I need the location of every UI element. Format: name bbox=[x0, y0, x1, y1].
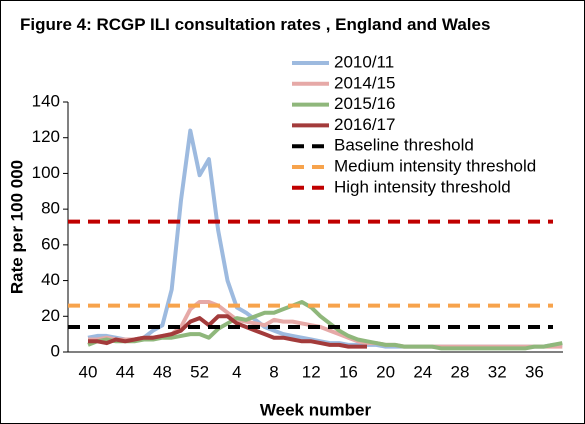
y-tick-label: 120 bbox=[32, 127, 60, 146]
legend-label: 2015/16 bbox=[334, 94, 395, 113]
y-tick-label: 140 bbox=[32, 91, 60, 110]
x-tick-label: 36 bbox=[525, 362, 544, 381]
legend-label: 2016/17 bbox=[334, 115, 395, 134]
legend-label: 2014/15 bbox=[334, 73, 395, 92]
y-axis-label: Rate per 100 000 bbox=[7, 160, 26, 294]
x-tick-label: 12 bbox=[302, 362, 321, 381]
y-tick-label: 0 bbox=[51, 341, 60, 360]
x-tick-label: 44 bbox=[116, 362, 135, 381]
legend-label: Medium intensity threshold bbox=[334, 156, 536, 175]
x-tick-label: 16 bbox=[339, 362, 358, 381]
y-tick-label: 100 bbox=[32, 163, 60, 182]
chart-title: Figure 4: RCGP ILI consultation rates , … bbox=[20, 15, 491, 34]
x-tick-label: 4 bbox=[232, 362, 241, 381]
x-tick-label: 24 bbox=[413, 362, 432, 381]
x-tick-label: 48 bbox=[153, 362, 172, 381]
x-tick-label: 20 bbox=[376, 362, 395, 381]
y-tick-label: 20 bbox=[41, 306, 60, 325]
y-tick-label: 80 bbox=[41, 199, 60, 218]
y-tick-label: 40 bbox=[41, 270, 60, 289]
x-tick-label: 8 bbox=[269, 362, 278, 381]
y-tick-label: 60 bbox=[41, 234, 60, 253]
x-tick-label: 32 bbox=[488, 362, 507, 381]
x-tick-label: 28 bbox=[451, 362, 470, 381]
series-line bbox=[88, 314, 367, 349]
legend-label: Baseline threshold bbox=[334, 136, 474, 155]
legend-label: High intensity threshold bbox=[334, 177, 511, 196]
series-line bbox=[87, 300, 563, 351]
x-tick-label: 40 bbox=[79, 362, 98, 381]
x-axis-label: Week number bbox=[260, 400, 372, 419]
legend-label: 2010/11 bbox=[334, 52, 394, 71]
x-tick-label: 52 bbox=[190, 362, 209, 381]
